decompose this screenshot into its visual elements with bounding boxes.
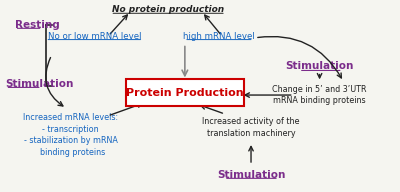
- Text: Stimulation: Stimulation: [217, 170, 285, 180]
- Text: Resting: Resting: [15, 20, 59, 30]
- Text: Protein Production: Protein Production: [126, 88, 244, 98]
- Text: Change in 5’ and 3’UTR
mRNA binding proteins: Change in 5’ and 3’UTR mRNA binding prot…: [272, 85, 367, 105]
- Text: No or low mRNA level: No or low mRNA level: [48, 32, 141, 41]
- Text: Increased activity of the
translation machinery: Increased activity of the translation ma…: [202, 117, 300, 138]
- Text: Increased mRNA levels:
- transcription
- stabilization by mRNA
  binding protein: Increased mRNA levels: - transcription -…: [23, 113, 118, 157]
- Text: No protein production: No protein production: [112, 5, 224, 14]
- Text: high mRNA level: high mRNA level: [183, 32, 255, 41]
- Text: Stimulation: Stimulation: [6, 79, 74, 89]
- FancyBboxPatch shape: [126, 79, 244, 107]
- Text: Stimulation: Stimulation: [285, 61, 354, 71]
